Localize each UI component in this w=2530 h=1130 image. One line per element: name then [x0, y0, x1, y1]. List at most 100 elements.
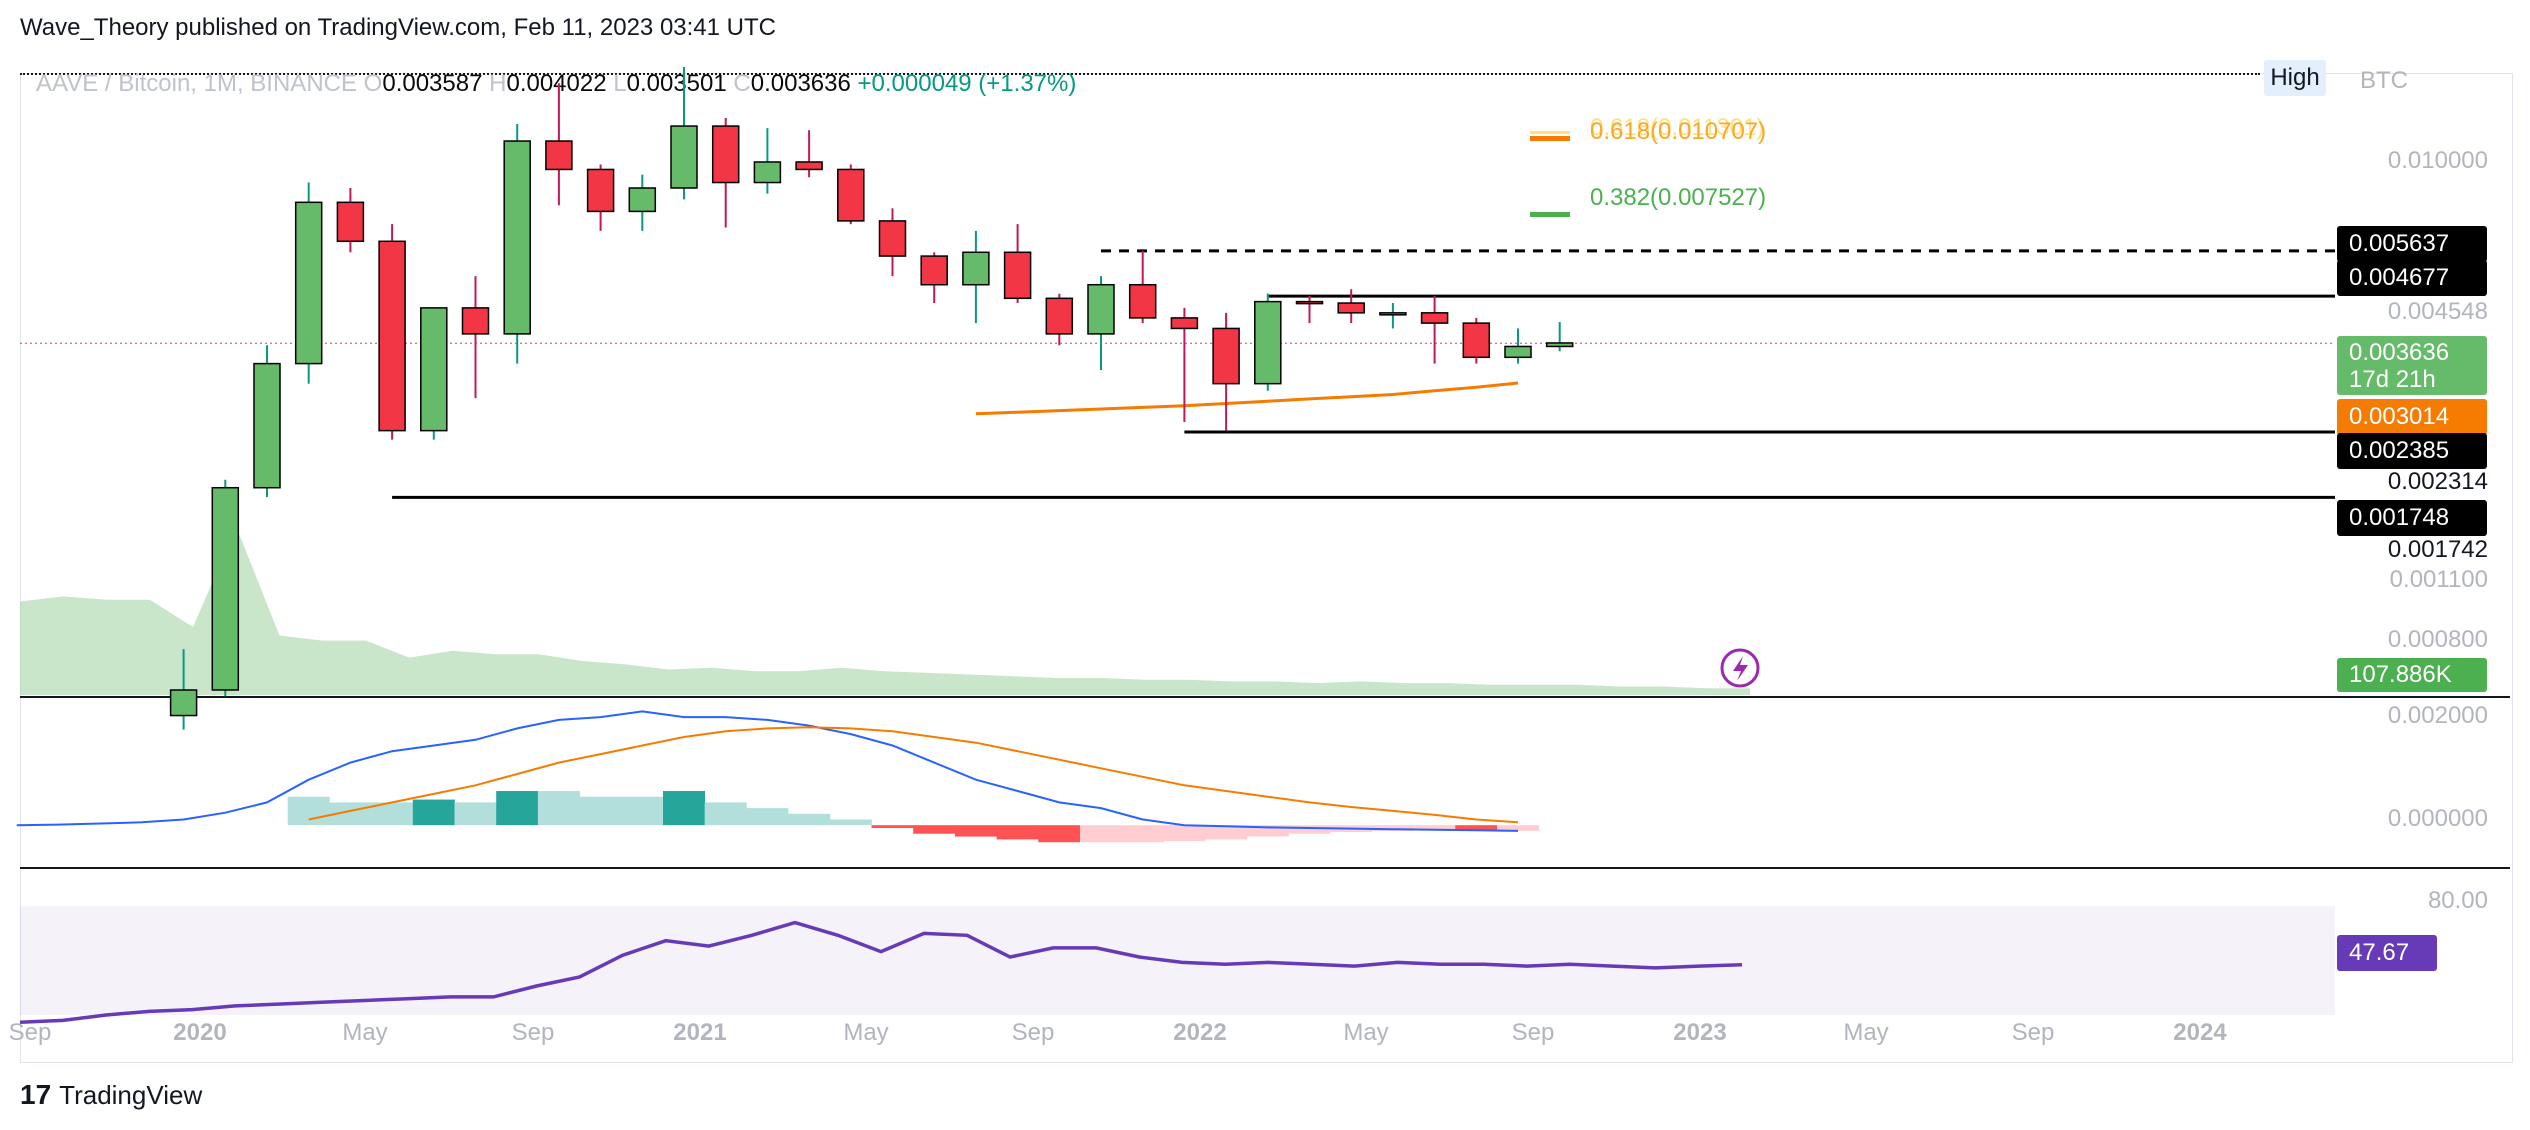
candle-body — [753, 161, 782, 184]
x-tick: Sep — [511, 1019, 555, 1046]
rsi-tag: 47.67 — [2337, 935, 2437, 971]
current-price-tag: 0.003636 — [2337, 336, 2487, 370]
fib-618-marker — [1530, 136, 1570, 141]
candle-body — [1003, 251, 1032, 300]
macd-histogram-bar — [1246, 825, 1289, 837]
macd-histogram-bar — [1455, 825, 1498, 831]
candle-body — [253, 362, 281, 489]
candle-body — [920, 255, 948, 286]
candle-body — [628, 187, 657, 213]
x-tick: 2021 — [673, 1019, 727, 1046]
macd-histogram-bar — [663, 791, 705, 826]
macd-histogram-bar — [1205, 825, 1248, 840]
macd-histogram-bar — [746, 808, 789, 826]
x-tick: Sep — [8, 1019, 52, 1046]
candle-body — [461, 307, 490, 335]
candle-body — [378, 240, 406, 432]
candle-body — [711, 125, 740, 184]
currency-label: BTC — [2360, 67, 2408, 94]
candle-body — [1170, 317, 1199, 330]
x-tick: May — [1343, 1019, 1389, 1046]
candle-body — [1212, 327, 1240, 385]
change-value: +0.000049 (+1.37%) — [857, 70, 1077, 97]
symbol-name[interactable]: AAVE / Bitcoin, 1M, BINANCE — [36, 70, 357, 97]
price-tag-4677: 0.004677 — [2337, 260, 2487, 296]
macd-histogram-bar — [871, 825, 914, 829]
tradingview-logo-icon: 17 — [20, 1079, 52, 1110]
candle-body — [169, 689, 198, 717]
macd-histogram-bar — [996, 825, 1039, 840]
candle-body — [1295, 300, 1324, 305]
candle-body — [545, 140, 573, 171]
high-value: 0.004022 — [506, 70, 607, 97]
candle-body — [1379, 312, 1407, 316]
x-tick: Sep — [1011, 1019, 1055, 1046]
candle-body — [670, 125, 698, 189]
fib-618-label: 0.618(0.010707) — [1590, 118, 1767, 145]
macd-histogram-bar — [1038, 825, 1081, 843]
price-axis-label: 0.001100 — [2389, 566, 2488, 593]
fib-618-faded-label: 0.618(0.011301) — [1590, 114, 1765, 141]
candle-body — [1045, 297, 1074, 335]
high-badge: High — [2264, 60, 2326, 96]
macd-histogram-bar — [1080, 825, 1122, 843]
price-tag-2385: 0.002385 — [2337, 433, 2487, 469]
price-tag-1748: 0.001748 — [2337, 500, 2487, 536]
candle-body — [211, 486, 240, 691]
candle-body — [962, 251, 990, 286]
candle-body — [586, 168, 615, 213]
candle-body — [1337, 302, 1365, 314]
macd-histogram-bar — [621, 796, 664, 826]
macd-histogram-bar — [1497, 825, 1539, 831]
macd-histogram-bar — [496, 791, 539, 826]
price-axis-label: 0.010000 — [2387, 147, 2488, 174]
macd-histogram-bar — [788, 813, 831, 826]
x-tick: 2022 — [1173, 1019, 1227, 1046]
signal-line — [308, 726, 1519, 824]
x-tick: 2020 — [173, 1019, 227, 1046]
high-price-line — [20, 73, 2260, 75]
macd-histogram-bar — [1121, 825, 1164, 843]
macd-axis-label: 0.000000 — [2387, 805, 2488, 832]
macd-histogram-bar — [1163, 825, 1206, 842]
candle-body — [1128, 283, 1157, 319]
x-tick: May — [843, 1019, 889, 1046]
fib-382-marker — [1530, 212, 1570, 217]
x-tick: Sep — [1511, 1019, 1555, 1046]
tradingview-logo[interactable]: 17 TradingView — [20, 1079, 202, 1111]
x-tick: May — [342, 1019, 388, 1046]
candle-body — [878, 220, 907, 257]
candle-body — [1462, 322, 1491, 359]
macd-histogram-bar — [287, 796, 330, 826]
candle-body — [1545, 342, 1574, 348]
ema-line — [975, 381, 1519, 416]
candle-body — [1504, 345, 1532, 359]
rsi-line — [19, 920, 1743, 1025]
symbol-legend: AAVE / Bitcoin, 1M, BINANCE O0.003587 H0… — [36, 70, 1076, 98]
macd-histogram-bar — [704, 802, 747, 826]
macd-histogram-bar — [412, 799, 455, 826]
close-label: C — [733, 70, 751, 97]
close-value: 0.003636 — [750, 70, 851, 97]
fib-382-label: 0.382(0.007527) — [1590, 184, 1767, 211]
open-value: 0.003587 — [382, 70, 483, 97]
candle-countdown-tag: 17d 21h — [2337, 365, 2487, 395]
candle-body — [336, 201, 365, 243]
volume-tag: 107.886K — [2337, 658, 2487, 692]
x-tick: Sep — [2011, 1019, 2055, 1046]
macd-axis-label: 0.002000 — [2387, 702, 2488, 729]
candle-body — [1254, 300, 1282, 385]
macd-histogram-bar — [454, 802, 497, 826]
lightning-icon-bolt — [1733, 656, 1748, 681]
candle-body — [795, 161, 823, 171]
volume-area — [20, 526, 1750, 695]
candle-body — [837, 168, 865, 222]
macd-histogram-bar — [1413, 825, 1456, 830]
macd-histogram-bar — [537, 791, 580, 826]
x-tick: 2024 — [2173, 1019, 2227, 1046]
price-axis-label: 0.000800 — [2387, 626, 2488, 653]
price-axis-label: 0.004548 — [2387, 298, 2488, 325]
published-header: Wave_Theory published on TradingView.com… — [20, 14, 776, 41]
rsi-axis-label: 80.00 — [2427, 887, 2488, 914]
